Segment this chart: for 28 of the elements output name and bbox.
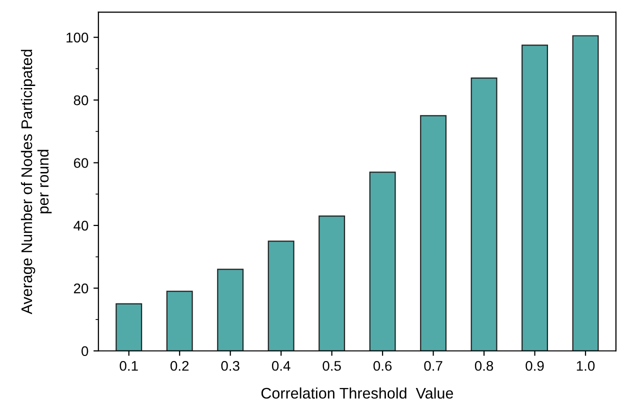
bar	[166, 290, 193, 351]
y-tick-label: 80	[74, 95, 88, 106]
x-tick-label: 0.1	[120, 360, 138, 371]
x-tick-label: 0.7	[424, 360, 442, 371]
x-tick-label: 0.4	[272, 360, 290, 371]
bar	[116, 303, 142, 351]
y-tick-label: 20	[74, 284, 88, 294]
bar	[369, 172, 396, 351]
bar	[268, 240, 294, 351]
bar	[572, 35, 599, 351]
bar	[217, 268, 244, 351]
bar	[318, 215, 346, 351]
x-axis-title: Correlation Threshold Value	[261, 387, 454, 399]
bar	[470, 78, 498, 351]
y-axis-title: Average Number of Nodes Participated per round	[20, 50, 52, 314]
y-tick-label: 100	[66, 32, 88, 42]
x-tick-label: 0.3	[221, 360, 240, 371]
bar	[420, 115, 447, 351]
bar	[522, 44, 548, 351]
y-tick-label: 40	[74, 220, 88, 231]
x-tick-label: 0.6	[373, 360, 392, 371]
x-tick-label: 0.8	[474, 360, 494, 371]
x-tick-label: 0.2	[170, 360, 189, 371]
x-tick-label: 0.9	[526, 360, 544, 371]
y-tick-label: 60	[74, 158, 88, 168]
x-tick-label: 1.0	[576, 360, 595, 371]
x-tick-label: 0.5	[322, 360, 341, 371]
y-tick-label: 0	[82, 346, 88, 356]
